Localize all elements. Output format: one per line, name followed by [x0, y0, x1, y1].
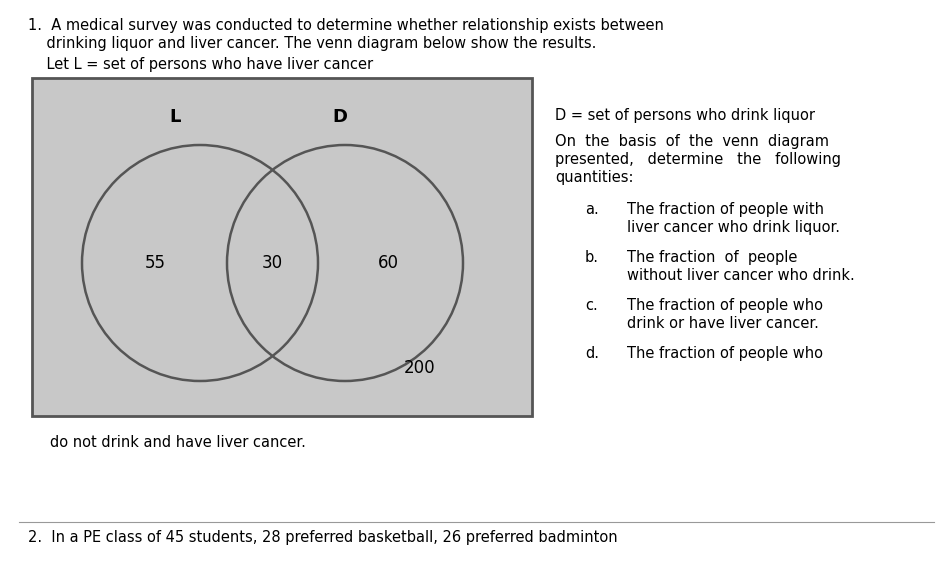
FancyBboxPatch shape	[32, 78, 532, 416]
Text: 2.  In a PE class of 45 students, 28 preferred basketball, 26 preferred badminto: 2. In a PE class of 45 students, 28 pref…	[28, 530, 618, 545]
Text: 30: 30	[261, 254, 283, 272]
Text: The fraction  of  people: The fraction of people	[627, 250, 798, 265]
Text: D: D	[333, 108, 348, 126]
Text: without liver cancer who drink.: without liver cancer who drink.	[627, 268, 854, 283]
Text: L: L	[170, 108, 181, 126]
Text: The fraction of people with: The fraction of people with	[627, 202, 824, 217]
Text: d.: d.	[585, 346, 599, 361]
Text: drinking liquor and liver cancer. The venn diagram below show the results.: drinking liquor and liver cancer. The ve…	[28, 36, 596, 51]
Text: Let L = set of persons who have liver cancer: Let L = set of persons who have liver ca…	[28, 57, 373, 72]
Text: a.: a.	[585, 202, 599, 217]
Text: 55: 55	[144, 254, 166, 272]
Text: 1.  A medical survey was conducted to determine whether relationship exists betw: 1. A medical survey was conducted to det…	[28, 18, 664, 33]
Text: 200: 200	[405, 359, 436, 377]
Text: The fraction of people who: The fraction of people who	[627, 346, 823, 361]
Text: D = set of persons who drink liquor: D = set of persons who drink liquor	[555, 108, 815, 123]
Text: liver cancer who drink liquor.: liver cancer who drink liquor.	[627, 220, 840, 235]
Text: The fraction of people who: The fraction of people who	[627, 298, 823, 313]
Text: On  the  basis  of  the  venn  diagram: On the basis of the venn diagram	[555, 134, 829, 149]
Text: b.: b.	[585, 250, 599, 265]
Text: do not drink and have liver cancer.: do not drink and have liver cancer.	[50, 435, 306, 450]
Text: c.: c.	[585, 298, 598, 313]
Text: drink or have liver cancer.: drink or have liver cancer.	[627, 316, 819, 331]
Text: 60: 60	[377, 254, 399, 272]
Text: quantities:: quantities:	[555, 170, 634, 185]
Text: presented,   determine   the   following: presented, determine the following	[555, 152, 841, 167]
